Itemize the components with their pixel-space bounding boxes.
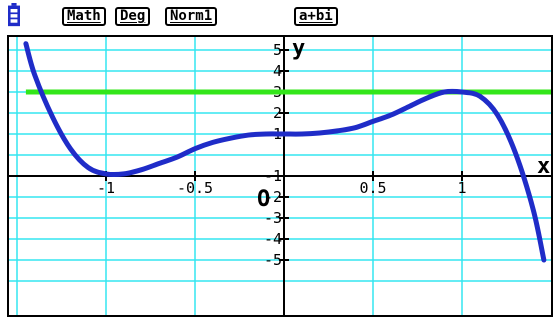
battery-icon xyxy=(8,3,20,27)
angle-unit-indicator: Deg xyxy=(115,7,151,26)
x-axis-label: x xyxy=(537,154,550,179)
plot-series xyxy=(23,41,551,263)
graph-window: -1-0.50.5154321-1-2-3-4-5 x y O xyxy=(0,34,559,322)
y-tick-label: -5 xyxy=(264,251,282,269)
tick-labels: -1-0.50.5154321-1-2-3-4-5 xyxy=(97,41,467,269)
y-tick-label: -3 xyxy=(264,209,282,227)
x-tick-label: 0.5 xyxy=(359,179,386,197)
graph-plot: -1-0.50.5154321-1-2-3-4-5 x y O xyxy=(7,35,553,317)
function-curve xyxy=(23,41,547,263)
y-tick-label: 2 xyxy=(273,104,282,122)
y-tick-label: -1 xyxy=(264,167,282,185)
x-tick-label: -0.5 xyxy=(177,179,213,197)
graph-border xyxy=(7,35,553,317)
y-tick-label: 5 xyxy=(273,41,282,59)
x-tick-label: -1 xyxy=(97,179,115,197)
y-axis-label: y xyxy=(292,36,305,61)
y-tick-label: -2 xyxy=(264,188,282,206)
display-format-indicator: Norm1 xyxy=(165,7,218,26)
y-tick-label: -4 xyxy=(264,230,282,248)
complex-mode-indicator: a+bi xyxy=(294,7,338,26)
x-tick-label: 1 xyxy=(457,179,466,197)
origin-label: O xyxy=(257,187,270,212)
status-bar: Math Deg Norm1 a+bi xyxy=(0,0,559,34)
y-tick-label: 4 xyxy=(273,62,282,80)
input-mode-indicator: Math xyxy=(62,7,106,26)
